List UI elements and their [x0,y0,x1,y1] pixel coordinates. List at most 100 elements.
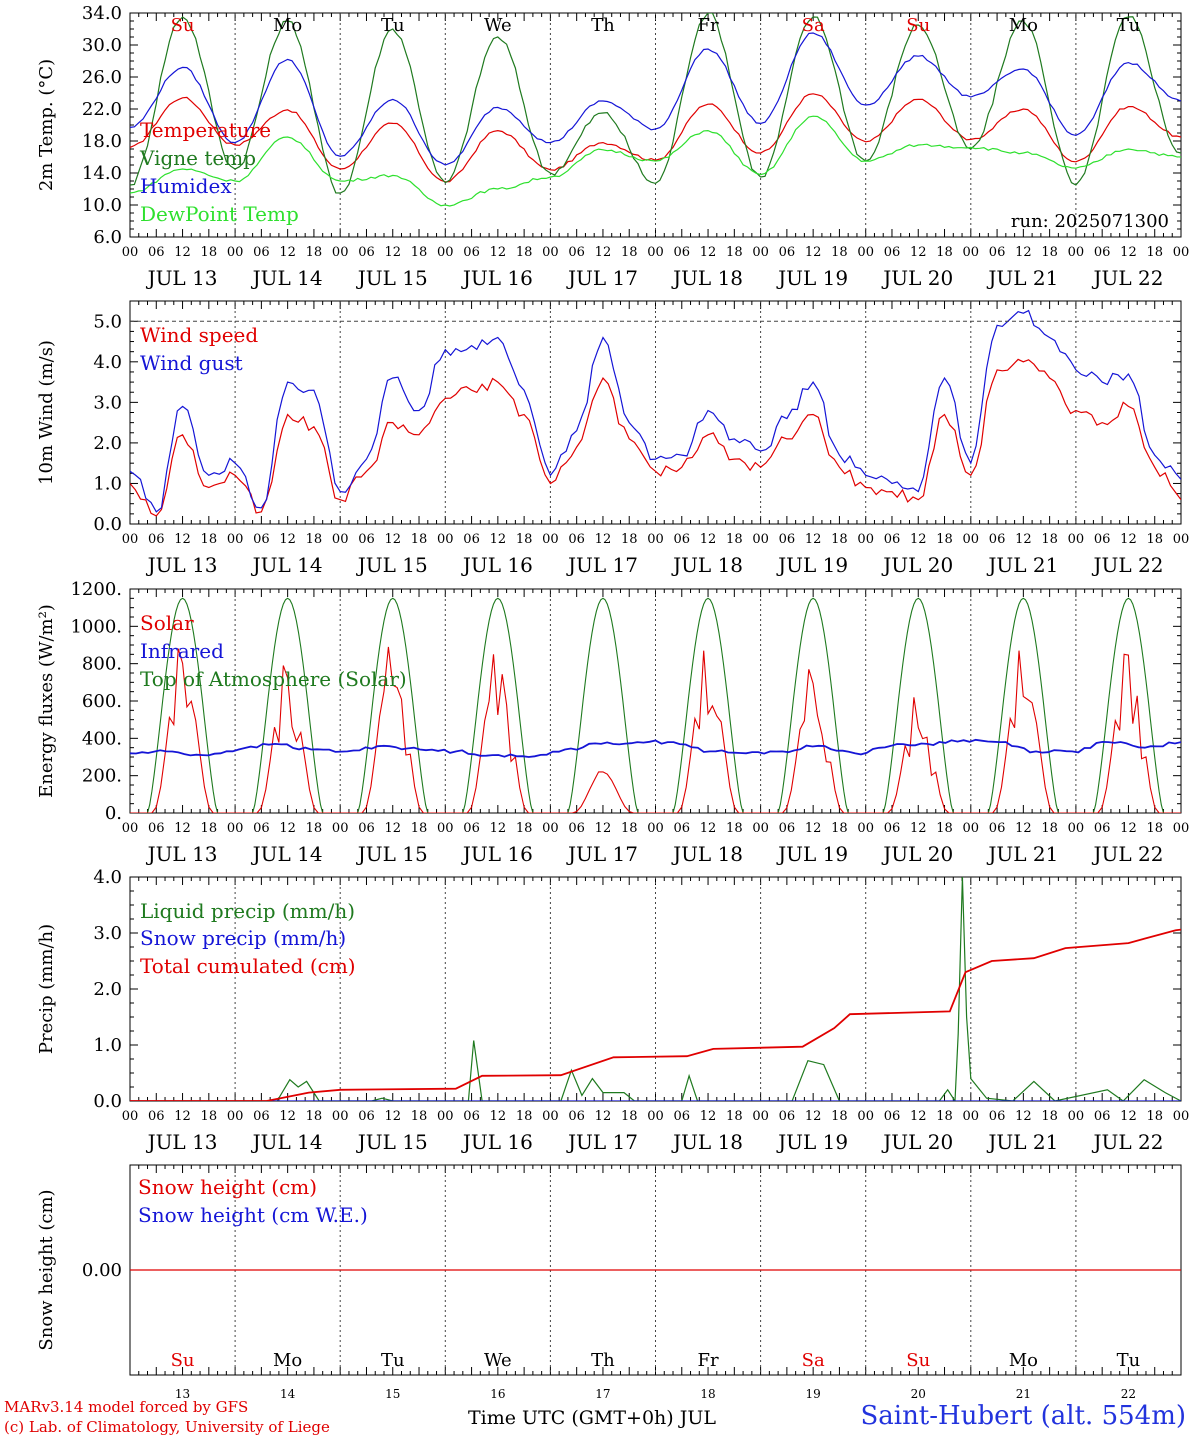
date-label: JUL 14 [251,842,323,866]
hour-tick-label: 00 [963,532,980,547]
hour-tick-label: 00 [752,532,769,547]
hour-tick-label: 12 [279,821,296,836]
hour-tick-label: 12 [279,1109,296,1124]
day-number-label: 19 [806,1387,821,1401]
hour-tick-label: 12 [1015,1109,1032,1124]
date-label: JUL 13 [146,266,218,290]
hour-tick-label: 12 [700,821,717,836]
date-label: JUL 18 [671,842,743,866]
series-line [130,93,1181,183]
y-axis-label: 2m Temp. (°C) [36,59,57,191]
hour-tick-label: 12 [805,532,822,547]
y-axis-label: Snow height (cm) [36,1189,57,1350]
weekday-label: Fr [698,1350,719,1371]
hour-tick-label: 06 [253,532,270,547]
date-label: JUL 22 [1091,1130,1163,1154]
hour-tick-label: 18 [306,245,323,260]
hour-tick-label: 18 [516,821,533,836]
legend-entry: DewPoint Temp [140,202,299,226]
series-line [130,877,1181,1101]
date-label: JUL 17 [566,1130,638,1154]
legend-entry: Snow precip (mm/h) [140,926,346,950]
hour-tick-label: 12 [174,1109,191,1124]
date-label: JUL 22 [1091,842,1163,866]
date-label: JUL 19 [776,266,848,290]
day-number-label: 20 [911,1387,926,1401]
hour-tick-label: 00 [963,821,980,836]
hour-tick-label: 12 [384,821,401,836]
hour-tick-label: 18 [621,821,638,836]
date-label: JUL 18 [671,553,743,577]
hour-tick-label: 00 [227,1109,244,1124]
date-label: JUL 13 [146,553,218,577]
hour-tick-label: 12 [1015,245,1032,260]
hour-tick-label: 12 [490,532,507,547]
weekday-label: Mo [1009,15,1038,36]
y-tick-label: 10.0 [82,195,122,216]
hour-tick-label: 06 [674,821,691,836]
hour-tick-label: 18 [306,821,323,836]
hour-tick-label: 18 [411,532,428,547]
date-label: JUL 21 [986,266,1058,290]
panel-1: 6.0 10.0 14.0 18.0 22.0 26.0 30.0 34.0 2m Temp. … [36,3,1189,290]
y-tick-label: 22.0 [82,99,122,120]
date-label: JUL 15 [356,1130,428,1154]
date-label: JUL 20 [881,1130,953,1154]
weekday-label: Mo [273,15,302,36]
legend-entry: Wind speed [140,323,258,347]
hour-tick-label: 12 [805,1109,822,1124]
date-label: JUL 17 [566,266,638,290]
hour-tick-label: 06 [463,821,480,836]
weekday-label: Tu [1117,1350,1141,1371]
day-number-label: 15 [385,1387,400,1401]
hour-tick-label: 18 [201,245,218,260]
hour-tick-label: 18 [201,1109,218,1124]
y-tick-label: 14.0 [82,163,122,184]
series-line [130,597,1181,813]
hour-tick-label: 00 [437,821,454,836]
hour-tick-label: 06 [358,1109,375,1124]
hour-tick-label: 00 [752,821,769,836]
series-group [130,13,1181,207]
hour-tick-label: 00 [227,532,244,547]
day-number-label: 22 [1121,1387,1136,1401]
y-tick-label: 400. [82,728,122,749]
hour-tick-label: 18 [621,245,638,260]
hour-tick-label: 18 [726,532,743,547]
weekday-label: Su [171,15,195,36]
hour-tick-label: 18 [726,245,743,260]
legend-entry: Temperature [140,118,271,142]
y-tick-label: 6.0 [93,227,122,248]
hour-tick-label: 12 [279,532,296,547]
date-label: JUL 16 [461,842,533,866]
hour-tick-label: 00 [122,532,139,547]
hour-tick-label: 12 [1120,245,1137,260]
legend-entry: Wind gust [140,351,243,375]
series-group [130,597,1181,813]
y-tick-label: 1000. [70,616,122,637]
hour-tick-label: 00 [1173,1109,1190,1124]
date-label: JUL 18 [671,266,743,290]
date-label: JUL 16 [461,553,533,577]
hour-tick-label: 06 [148,532,165,547]
date-label: JUL 17 [566,553,638,577]
y-tick-label: 34.0 [82,3,122,24]
hour-tick-label: 06 [463,532,480,547]
hour-tick-label: 00 [647,821,664,836]
hour-tick-label: 12 [384,532,401,547]
hour-tick-label: 12 [805,245,822,260]
hour-tick-label: 18 [411,245,428,260]
hour-tick-label: 06 [463,1109,480,1124]
hour-tick-label: 00 [752,1109,769,1124]
weekday-label: Su [171,1350,195,1371]
y-tick-label: 800. [82,654,122,675]
hour-tick-label: 12 [700,245,717,260]
weekday-label: Tu [1117,15,1141,36]
day-number-label: 21 [1016,1387,1031,1401]
y-tick-label: 1.0 [93,473,122,494]
date-label: JUL 22 [1091,266,1163,290]
y-tick-label: 0. [105,803,122,824]
hour-tick-label: 06 [779,532,796,547]
hour-tick-label: 12 [1120,821,1137,836]
